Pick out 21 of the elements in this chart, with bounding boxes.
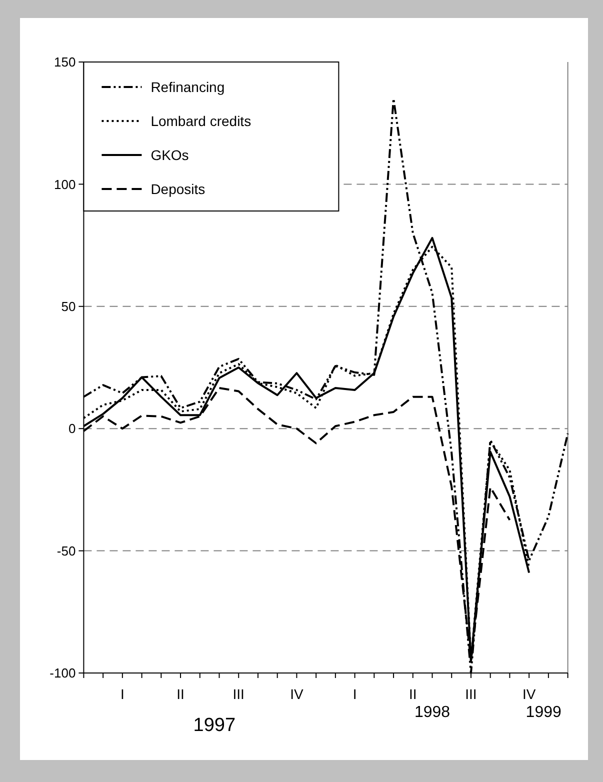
x-tick-label: II [176, 686, 184, 702]
text: 1999 [526, 704, 562, 721]
y-tick-label: 150 [54, 54, 76, 70]
x-tick-label: IV [290, 686, 304, 702]
legend-label: Refinancing [150, 78, 225, 95]
y-tick-label: -50 [56, 543, 76, 558]
x-tick-label: IV [522, 686, 536, 702]
x-tick-label: III [232, 686, 244, 702]
legend-label: Lombard credits [150, 112, 252, 129]
y-tick-label: 0 [68, 421, 76, 436]
y-tick-label: -100 [50, 666, 76, 681]
text: 1997 [193, 715, 236, 736]
legend-label: Deposits [150, 180, 206, 197]
text: 1998 [414, 704, 450, 721]
legend-label: GKOs [150, 146, 189, 163]
y-tick-label: 50 [61, 298, 76, 314]
x-tick-label: I [120, 686, 124, 702]
x-tick-label: I [352, 686, 357, 702]
y-tick-label: 100 [54, 176, 76, 192]
x-tick-label: III [465, 686, 477, 702]
x-tick-label: II [408, 686, 417, 702]
